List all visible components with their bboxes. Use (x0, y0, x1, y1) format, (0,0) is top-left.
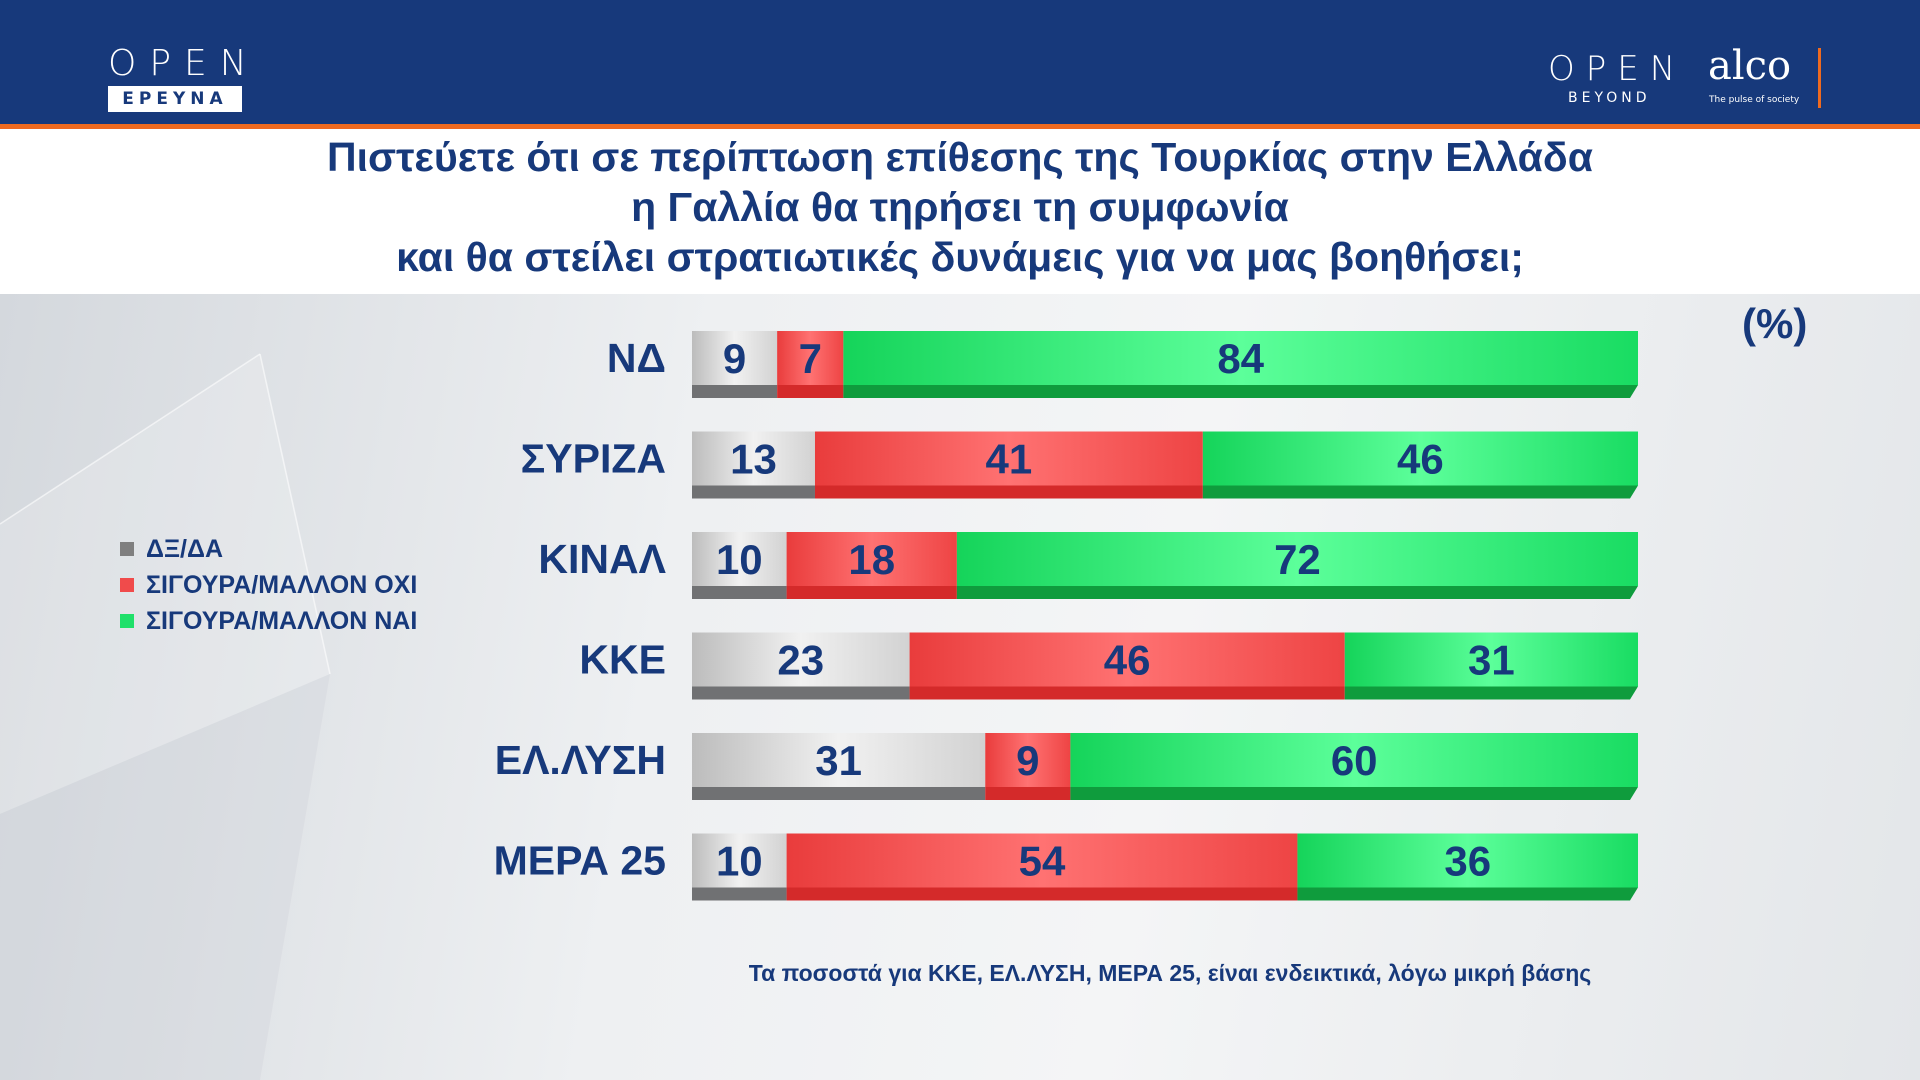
legend-item-no: ΣΙΓΟΥΡΑ/ΜΑΛΛΟΝ ΟΧΙ (120, 567, 417, 603)
bar-segment-yes (1070, 733, 1638, 787)
bar-segment-no (814, 431, 1203, 486)
open-erevna-logo: OPEN (108, 43, 260, 84)
alco-tagline: The pulse of society (1709, 95, 1800, 105)
category-label: ΚΚΕ (579, 637, 666, 683)
value-label-dk: 31 (815, 737, 862, 784)
bar-side-yes (1070, 787, 1638, 800)
value-label-no: 7 (799, 335, 822, 382)
value-label-dk: 23 (777, 637, 824, 684)
logo-divider (1818, 48, 1821, 108)
value-label-yes: 36 (1444, 838, 1491, 885)
bar-side-dk (692, 586, 787, 599)
bar-side-dk (692, 385, 778, 398)
title-line-3: και θα στείλει στρατιωτικές δυνάμεις για… (396, 234, 1524, 280)
value-label-dk: 10 (716, 536, 763, 583)
footnote: Τα ποσοστά για ΚΚΕ, ΕΛ.ΛΥΣΗ, ΜΕΡΑ 25, εί… (748, 960, 1592, 986)
background-decoration (0, 353, 331, 1080)
legend-label-yes: ΣΙΓΟΥΡΑ/ΜΑΛΛΟΝ ΝΑΙ (146, 606, 418, 635)
bar-side-yes (1297, 887, 1638, 901)
value-label-yes: 72 (1274, 536, 1321, 583)
category-label: ΝΔ (607, 335, 666, 381)
value-label-yes: 31 (1468, 637, 1515, 684)
bar-segment-yes (1297, 833, 1638, 888)
bar-side-yes (1202, 485, 1638, 499)
value-label-dk: 10 (716, 838, 763, 885)
category-label: ΜΕΡΑ 25 (494, 838, 666, 884)
value-label-dk: 13 (730, 436, 777, 483)
bar-side-dk (692, 686, 910, 700)
bar-segment-dk (692, 733, 986, 787)
bar-segment-dk (692, 331, 778, 385)
value-label-no: 54 (1019, 838, 1066, 885)
bar-side-no (786, 887, 1298, 901)
bar-side-no (814, 485, 1203, 499)
bar-side-yes (1344, 686, 1638, 700)
value-label-dk: 9 (723, 335, 746, 382)
bar-side-yes (843, 385, 1638, 398)
bar-segment-dk (692, 632, 910, 687)
value-label-yes: 46 (1397, 436, 1444, 483)
header-bar (0, 0, 1920, 124)
legend-swatch-red (120, 578, 134, 592)
bar-side-no (777, 385, 844, 398)
legend-label-no: ΣΙΓΟΥΡΑ/ΜΑΛΛΟΝ ΟΧΙ (146, 570, 418, 599)
category-label: ΣΥΡΙΖΑ (521, 436, 666, 482)
legend-label-dk: ΔΞ/ΔΑ (146, 534, 224, 563)
bar-side-dk (692, 887, 787, 901)
bar-segment-yes (956, 532, 1638, 586)
title-line-1: Πιστεύετε ότι σε περίπτωση επίθεσης της … (327, 134, 1593, 180)
bar-segment-dk (692, 833, 787, 888)
value-label-yes: 60 (1331, 737, 1378, 784)
bar-side-no (786, 586, 957, 599)
bar-segment-no (786, 532, 957, 586)
value-label-no: 18 (848, 536, 895, 583)
bar-side-dk (692, 787, 986, 800)
legend-item-yes: ΣΙΓΟΥΡΑ/ΜΑΛΛΟΝ ΝΑΙ (120, 603, 417, 639)
bar-segment-no (985, 733, 1071, 787)
legend-swatch-grey (120, 542, 134, 556)
legend-item-dk: ΔΞ/ΔΑ (120, 531, 417, 567)
beyond-logo-text: BEYOND (1568, 90, 1651, 106)
legend-swatch-green (120, 614, 134, 628)
bar-segment-yes (1202, 431, 1638, 486)
alco-logo: alco (1708, 43, 1792, 89)
unit-label: (%) (1742, 300, 1808, 347)
bar-segment-dk (692, 431, 815, 486)
bar-segment-no (786, 833, 1298, 888)
value-label-no: 9 (1016, 737, 1039, 784)
bar-side-no (909, 686, 1345, 700)
bar-segment-no (777, 331, 844, 385)
category-label: ΚΙΝΑΛ (538, 536, 666, 582)
bar-segment-yes (1344, 632, 1638, 687)
chart-legend: ΔΞ/ΔΑ ΣΙΓΟΥΡΑ/ΜΑΛΛΟΝ ΟΧΙ ΣΙΓΟΥΡΑ/ΜΑΛΛΟΝ … (120, 531, 417, 639)
category-label: ΕΛ.ΛΥΣΗ (495, 737, 666, 783)
bar-segment-no (909, 632, 1345, 687)
value-label-no: 41 (986, 436, 1033, 483)
bar-segment-yes (843, 331, 1638, 385)
title-background (0, 129, 1920, 294)
header-accent-line (0, 124, 1920, 129)
bar-side-dk (692, 485, 815, 499)
bar-segment-dk (692, 532, 787, 586)
title-line-2: η Γαλλία θα τηρήσει τη συμφωνία (631, 184, 1289, 230)
open-beyond-logo: OPEN (1548, 49, 1687, 89)
bar-side-no (985, 787, 1071, 800)
chart-title: Πιστεύετε ότι σε περίπτωση επίθεσης της … (160, 132, 1760, 282)
value-label-no: 46 (1104, 637, 1151, 684)
bar-side-yes (956, 586, 1638, 599)
erevna-logo-badge: ΕΡΕΥΝΑ (108, 86, 242, 112)
value-label-yes: 84 (1217, 335, 1264, 382)
